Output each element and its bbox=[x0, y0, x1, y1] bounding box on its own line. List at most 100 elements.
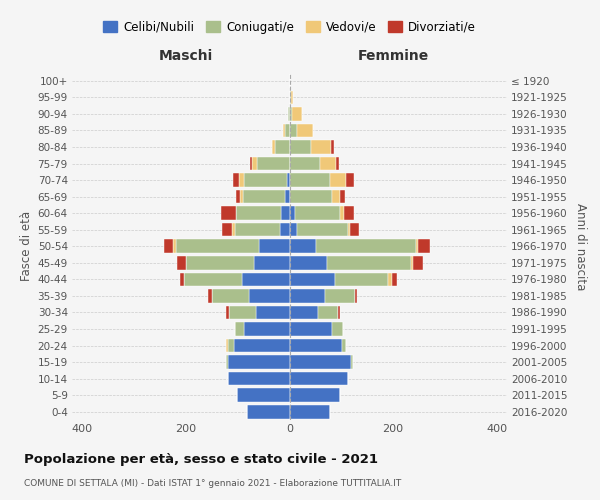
Bar bbox=[244, 322, 290, 336]
Bar bbox=[332, 190, 340, 203]
Bar bbox=[275, 140, 290, 153]
Bar bbox=[287, 174, 290, 187]
Bar bbox=[249, 289, 290, 302]
Bar bbox=[232, 223, 235, 236]
Bar bbox=[344, 206, 354, 220]
Bar bbox=[257, 156, 290, 170]
Bar bbox=[335, 272, 388, 286]
Bar bbox=[316, 240, 416, 253]
Bar bbox=[247, 405, 290, 418]
Bar bbox=[290, 156, 320, 170]
Y-axis label: Anni di nascita: Anni di nascita bbox=[574, 202, 587, 290]
Bar bbox=[336, 156, 338, 170]
Bar bbox=[252, 156, 257, 170]
Bar bbox=[281, 206, 290, 220]
Legend: Celibi/Nubili, Coniugati/e, Vedovi/e, Divorziati/e: Celibi/Nubili, Coniugati/e, Vedovi/e, Di… bbox=[98, 16, 481, 38]
Bar bbox=[290, 322, 332, 336]
Bar bbox=[338, 306, 340, 319]
Bar bbox=[332, 322, 343, 336]
Bar bbox=[176, 240, 259, 253]
Bar bbox=[229, 306, 256, 319]
Bar bbox=[418, 240, 430, 253]
Bar bbox=[290, 190, 332, 203]
Bar bbox=[290, 339, 343, 352]
Bar bbox=[297, 223, 347, 236]
Bar bbox=[330, 174, 346, 187]
Bar bbox=[256, 306, 290, 319]
Bar bbox=[233, 339, 290, 352]
Bar bbox=[254, 256, 290, 270]
Bar bbox=[416, 240, 418, 253]
Bar bbox=[290, 240, 316, 253]
Bar bbox=[221, 206, 236, 220]
Bar bbox=[289, 107, 290, 120]
Bar bbox=[290, 107, 292, 120]
Bar bbox=[184, 272, 242, 286]
Bar bbox=[242, 272, 290, 286]
Bar bbox=[235, 322, 244, 336]
Text: Maschi: Maschi bbox=[159, 48, 213, 62]
Bar bbox=[233, 174, 239, 187]
Bar bbox=[235, 223, 280, 236]
Bar bbox=[221, 223, 232, 236]
Bar bbox=[283, 124, 286, 137]
Bar bbox=[347, 223, 350, 236]
Bar bbox=[290, 140, 311, 153]
Text: COMUNE DI SETTALA (MI) - Dati ISTAT 1° gennaio 2021 - Elaborazione TUTTITALIA.IT: COMUNE DI SETTALA (MI) - Dati ISTAT 1° g… bbox=[24, 479, 401, 488]
Bar bbox=[236, 190, 241, 203]
Bar bbox=[392, 272, 397, 286]
Bar bbox=[311, 140, 331, 153]
Bar bbox=[343, 339, 346, 352]
Bar bbox=[290, 256, 327, 270]
Bar bbox=[346, 174, 354, 187]
Bar bbox=[173, 240, 176, 253]
Bar bbox=[180, 272, 184, 286]
Bar bbox=[208, 289, 212, 302]
Bar bbox=[318, 306, 338, 319]
Bar bbox=[186, 256, 254, 270]
Bar bbox=[239, 174, 244, 187]
Bar bbox=[236, 206, 281, 220]
Bar bbox=[290, 90, 293, 104]
Bar bbox=[350, 356, 353, 369]
Bar bbox=[212, 289, 249, 302]
Bar bbox=[295, 206, 340, 220]
Bar bbox=[388, 272, 392, 286]
Bar bbox=[244, 174, 287, 187]
Bar bbox=[286, 124, 290, 137]
Bar bbox=[410, 256, 413, 270]
Bar bbox=[331, 140, 334, 153]
Bar bbox=[286, 190, 290, 203]
Bar bbox=[250, 156, 252, 170]
Bar bbox=[272, 140, 275, 153]
Bar bbox=[229, 356, 290, 369]
Bar bbox=[290, 289, 325, 302]
Bar bbox=[164, 240, 173, 253]
Bar bbox=[290, 272, 335, 286]
Bar bbox=[226, 306, 229, 319]
Bar bbox=[290, 388, 340, 402]
Bar bbox=[236, 388, 290, 402]
Bar bbox=[297, 124, 313, 137]
Bar bbox=[229, 339, 233, 352]
Bar bbox=[340, 190, 346, 203]
Bar bbox=[229, 372, 290, 386]
Bar bbox=[350, 223, 359, 236]
Bar bbox=[340, 206, 344, 220]
Bar bbox=[226, 356, 229, 369]
Bar bbox=[226, 339, 229, 352]
Y-axis label: Fasce di età: Fasce di età bbox=[20, 211, 34, 282]
Bar bbox=[290, 223, 297, 236]
Bar bbox=[355, 289, 358, 302]
Bar bbox=[320, 156, 336, 170]
Bar bbox=[413, 256, 422, 270]
Bar bbox=[280, 223, 290, 236]
Text: Femmine: Femmine bbox=[358, 48, 428, 62]
Text: Popolazione per età, sesso e stato civile - 2021: Popolazione per età, sesso e stato civil… bbox=[24, 452, 378, 466]
Bar bbox=[292, 107, 302, 120]
Bar bbox=[176, 256, 186, 270]
Bar bbox=[243, 190, 286, 203]
Bar bbox=[290, 174, 330, 187]
Bar bbox=[325, 289, 355, 302]
Bar bbox=[241, 190, 243, 203]
